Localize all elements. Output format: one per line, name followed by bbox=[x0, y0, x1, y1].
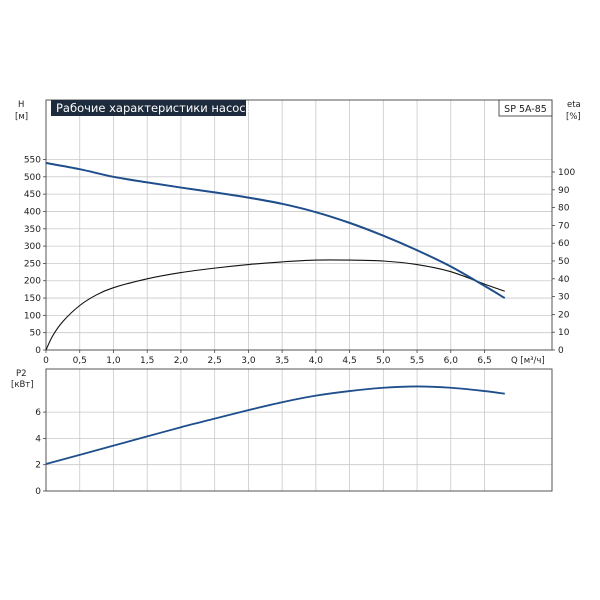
x-tick-label: 6,5 bbox=[477, 356, 491, 366]
x-tick-label: 0 bbox=[43, 356, 49, 366]
model-label-box bbox=[498, 99, 553, 117]
y-p2-tick-label: 4 bbox=[35, 434, 41, 444]
model-label: SP 5A-85 bbox=[504, 104, 547, 115]
x-tick-label: 3,5 bbox=[275, 356, 289, 366]
y-left-tick-label: 300 bbox=[24, 242, 41, 252]
y-right-unit-pct: [%] bbox=[566, 112, 581, 122]
y-right-tick-label: 50 bbox=[558, 257, 570, 267]
y-left-unit-m: [м] bbox=[15, 112, 28, 122]
head-curve bbox=[45, 161, 506, 299]
y-right-tick-label: 100 bbox=[558, 168, 575, 178]
y-left-tick-label: 450 bbox=[24, 190, 41, 200]
y-left-tick-label: 100 bbox=[24, 311, 41, 321]
y-left-tick-label: 0 bbox=[35, 346, 41, 356]
chart-title-box bbox=[51, 100, 246, 116]
y-right-tick-label: 0 bbox=[558, 346, 564, 356]
y-right-tick-label: 30 bbox=[558, 293, 570, 303]
y-left-label-h: H bbox=[18, 100, 24, 110]
y-left-tick-label: 50 bbox=[30, 329, 42, 339]
x-tick-label: 2,5 bbox=[208, 356, 222, 366]
y-right-tick-label: 70 bbox=[558, 221, 570, 231]
x-tick-label: 4,0 bbox=[309, 356, 324, 366]
x-tick-label: 6,0 bbox=[444, 356, 459, 366]
x-tick-label: 5,5 bbox=[410, 356, 424, 366]
y-p2-tick-label: 2 bbox=[35, 461, 41, 471]
y-left-tick-label: 500 bbox=[24, 173, 41, 183]
y-left-tick-label: 550 bbox=[24, 156, 41, 166]
y-right-tick-label: 40 bbox=[558, 275, 570, 285]
y-left-tick-label: 350 bbox=[24, 225, 41, 235]
y-left-tick-label: 200 bbox=[24, 277, 41, 287]
y-right-tick-label: 20 bbox=[558, 310, 570, 320]
curve-layer bbox=[45, 161, 506, 465]
y-right-label-eta: eta bbox=[567, 100, 581, 110]
bottom-panel-grid bbox=[46, 369, 552, 491]
x-tick-label: 1,5 bbox=[140, 356, 154, 366]
x-tick-label: 2,0 bbox=[174, 356, 189, 366]
top-panel-grid bbox=[46, 100, 552, 350]
x-tick-label: 5,0 bbox=[376, 356, 391, 366]
y-left-tick-label: 150 bbox=[24, 294, 41, 304]
y-right-tick-label: 80 bbox=[558, 204, 570, 214]
tick-layer: 0 0,5 1,0 1,5 2,0 2,5 3,0 3,5 4,0 4,5 5,0 5,5 6,0 6,5… bbox=[24, 156, 576, 498]
x-tick-label: 4,5 bbox=[342, 356, 356, 366]
y-left-tick-label: 250 bbox=[24, 259, 41, 269]
chart-title: Рабочие характеристики насоса bbox=[56, 101, 253, 115]
x-tick-label: 1,0 bbox=[106, 356, 121, 366]
y-p2-tick-label: 0 bbox=[35, 487, 41, 497]
x-axis-label-q: Q [м³/ч] bbox=[511, 356, 545, 366]
power-curve bbox=[45, 385, 505, 465]
y-right-tick-label: 90 bbox=[558, 186, 570, 196]
x-tick-label: 3,0 bbox=[241, 356, 256, 366]
bottom-panel-frame bbox=[45, 368, 553, 492]
y-p2-unit-kw: [кВт] bbox=[11, 380, 34, 390]
x-tick-label: 0,5 bbox=[73, 356, 87, 366]
y-left-tick-label: 400 bbox=[24, 207, 41, 217]
efficiency-curve bbox=[45, 259, 505, 351]
y-right-tick-label: 60 bbox=[558, 239, 570, 249]
y-right-tick-label: 10 bbox=[558, 328, 570, 338]
y-p2-tick-label: 6 bbox=[35, 408, 41, 418]
y-p2-label: P2 bbox=[16, 369, 27, 379]
